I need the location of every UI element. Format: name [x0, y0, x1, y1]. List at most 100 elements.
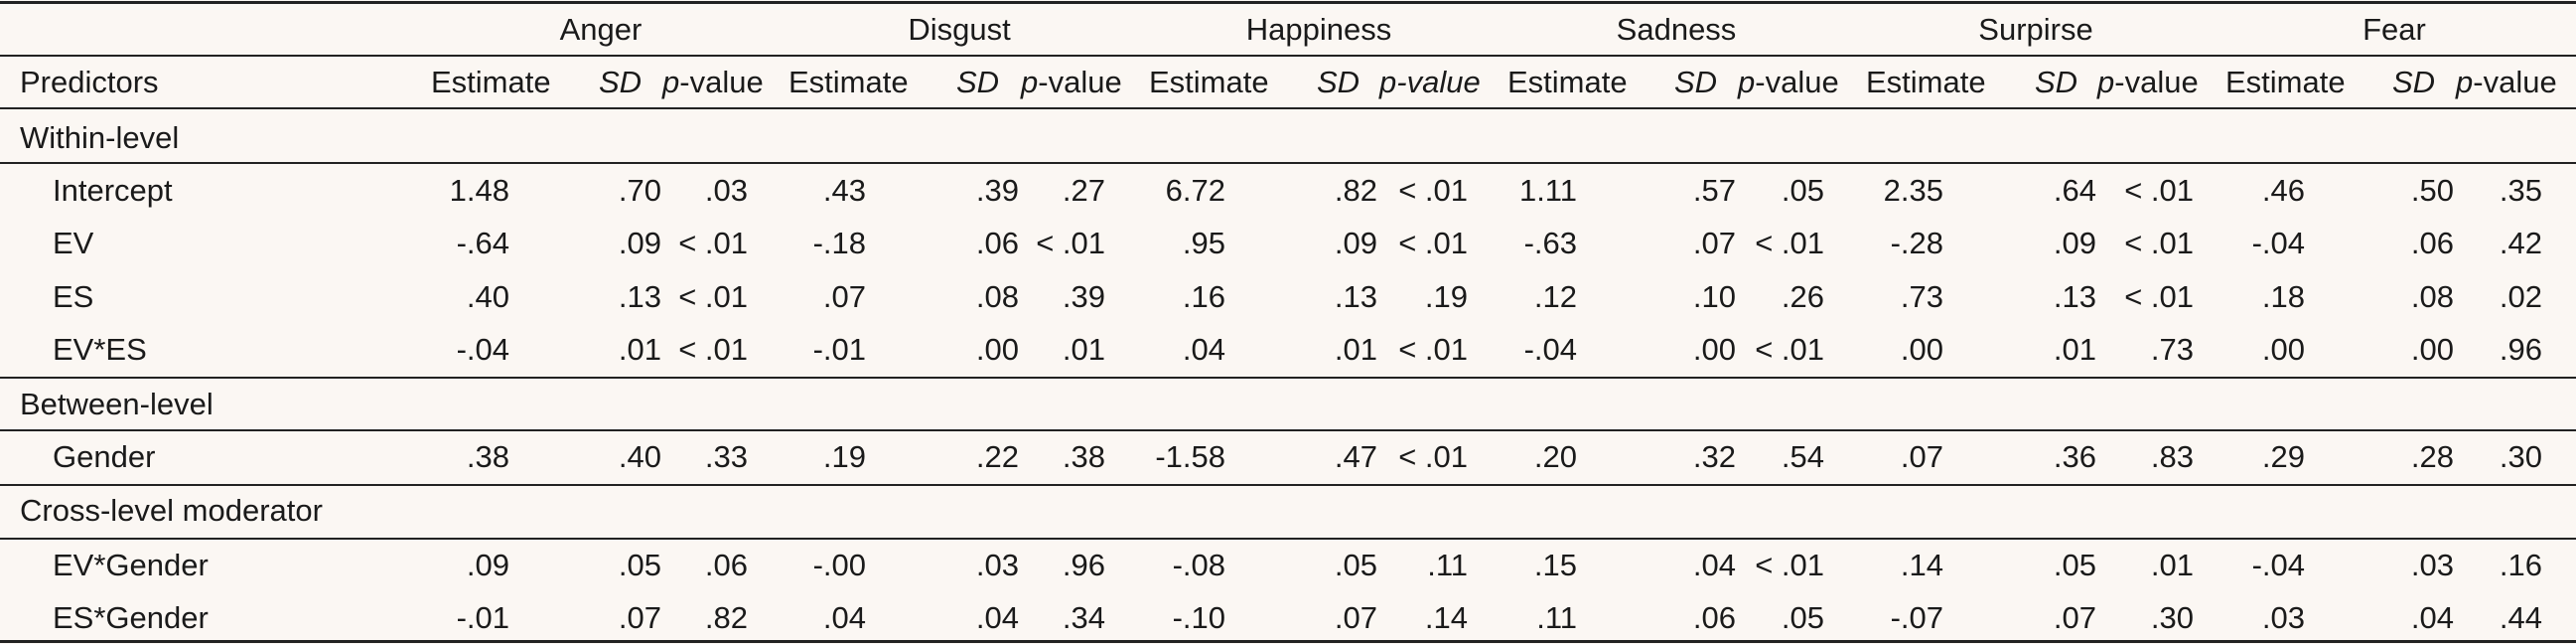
- rule-line: [0, 377, 2576, 379]
- p-value-cell: .16: [2499, 548, 2542, 582]
- p-value-cell: .05: [1781, 173, 1824, 208]
- group-header-happiness: Happiness: [1245, 12, 1392, 47]
- p-value-cell: < .01: [2124, 226, 2194, 260]
- p-value-cell: < .01: [1398, 173, 1468, 208]
- p-value-cell: .30: [2150, 600, 2194, 635]
- estimate-cell: 2.35: [1883, 173, 1943, 208]
- estimate-cell: 1.11: [1518, 173, 1577, 208]
- sd-cell: .03: [2410, 548, 2454, 582]
- p-value-cell: .05: [1781, 600, 1824, 635]
- p-suffix: -value: [1038, 65, 1122, 99]
- sd-cell: .13: [618, 279, 661, 314]
- sd-cell: .50: [2410, 173, 2454, 208]
- section-label: Cross-level moderator: [20, 493, 323, 528]
- sd-cell: .22: [975, 439, 1019, 474]
- p-value-header: p-value: [1021, 63, 1122, 102]
- estimate-cell: .46: [2261, 173, 2305, 208]
- estimate-cell: -.00: [812, 548, 866, 582]
- sd-cell: .13: [2053, 279, 2096, 314]
- sd-header: SD: [599, 65, 643, 99]
- estimate-cell: .04: [822, 600, 866, 635]
- estimate-header: Estimate: [431, 65, 551, 99]
- estimate-cell: .43: [822, 173, 866, 208]
- estimate-cell: .00: [2261, 332, 2305, 367]
- sd-header: SD: [1317, 65, 1360, 99]
- p-value-cell: .82: [704, 600, 748, 635]
- sd-cell: .39: [975, 173, 1019, 208]
- p-value-cell: .83: [2150, 439, 2194, 474]
- estimate-cell: .00: [1900, 332, 1943, 367]
- sd-cell: .08: [2410, 279, 2454, 314]
- sd-cell: .28: [2410, 439, 2454, 474]
- group-header-surpirse: Surpirse: [1978, 12, 2093, 47]
- p-italic: p: [662, 65, 680, 99]
- predictor-name: Gender: [53, 439, 156, 474]
- p-italic: p: [1021, 65, 1039, 99]
- p-value-cell: .54: [1781, 439, 1824, 474]
- sd-cell: .40: [618, 439, 661, 474]
- p-value-cell: .01: [1062, 332, 1105, 367]
- p-value-cell: < .01: [1755, 548, 1824, 582]
- p-value-header: p-value: [2097, 63, 2199, 102]
- sd-cell: .10: [1692, 279, 1736, 314]
- estimate-header: Estimate: [1507, 65, 1628, 99]
- p-value-cell: .35: [2499, 173, 2542, 208]
- p-value-cell: .14: [1424, 600, 1468, 635]
- rule-line: [0, 538, 2576, 540]
- p-suffix: -value: [1755, 65, 1839, 99]
- p-value-cell: .02: [2499, 279, 2542, 314]
- rule-line: [0, 1, 2576, 4]
- predictor-name: EV*ES: [53, 332, 147, 367]
- estimate-header: Estimate: [788, 65, 909, 99]
- estimate-cell: .03: [2261, 600, 2305, 635]
- predictor-name: ES: [53, 279, 94, 314]
- p-value-cell: .73: [2150, 332, 2194, 367]
- p-value-cell: < .01: [1755, 226, 1824, 260]
- sd-cell: .03: [975, 548, 1019, 582]
- p-value-cell: .96: [2499, 332, 2542, 367]
- sd-cell: .07: [2053, 600, 2096, 635]
- estimate-cell: .16: [1182, 279, 1225, 314]
- estimate-cell: -.63: [1523, 226, 1577, 260]
- estimate-header: Estimate: [1149, 65, 1269, 99]
- sd-cell: .09: [2053, 226, 2096, 260]
- estimate-header: Estimate: [2225, 65, 2346, 99]
- p-value-header: p-value: [662, 63, 764, 102]
- sd-header: SD: [2392, 65, 2436, 99]
- estimate-cell: .73: [1900, 279, 1943, 314]
- p-value-cell: .30: [2499, 439, 2542, 474]
- sd-cell: .70: [618, 173, 661, 208]
- group-header-fear: Fear: [2362, 12, 2426, 47]
- estimate-cell: .95: [1182, 226, 1225, 260]
- group-header-anger: Anger: [559, 12, 643, 47]
- sd-cell: .06: [2410, 226, 2454, 260]
- group-header-sadness: Sadness: [1616, 12, 1737, 47]
- p-suffix: -value: [2473, 65, 2557, 99]
- sd-cell: .64: [2053, 173, 2096, 208]
- p-value-header: p-value: [2456, 63, 2557, 102]
- sd-header: SD: [956, 65, 1000, 99]
- sd-cell: .07: [618, 600, 661, 635]
- p-value-cell: < .01: [2124, 279, 2194, 314]
- sd-cell: .01: [2053, 332, 2096, 367]
- sd-cell: .06: [975, 226, 1019, 260]
- p-value-cell: .03: [704, 173, 748, 208]
- sd-cell: .13: [1334, 279, 1377, 314]
- p-italic: p: [1738, 65, 1756, 99]
- estimate-cell: .04: [1182, 332, 1225, 367]
- sd-cell: .07: [1334, 600, 1377, 635]
- p-value-cell: .19: [1424, 279, 1468, 314]
- sd-header: SD: [1674, 65, 1718, 99]
- predictor-name: EV: [53, 226, 94, 260]
- estimate-cell: -.04: [2251, 548, 2305, 582]
- p-value-header: p-value: [1738, 63, 1839, 102]
- p-value-cell: .38: [1062, 439, 1105, 474]
- section-label: Within-level: [20, 120, 180, 155]
- p-suffix: -value: [2114, 65, 2199, 99]
- sd-cell: .32: [1692, 439, 1736, 474]
- estimate-cell: -.28: [1890, 226, 1943, 260]
- estimate-cell: -.07: [1890, 600, 1943, 635]
- estimate-cell: .29: [2261, 439, 2305, 474]
- estimate-cell: -.10: [1172, 600, 1225, 635]
- sd-cell: .09: [1334, 226, 1377, 260]
